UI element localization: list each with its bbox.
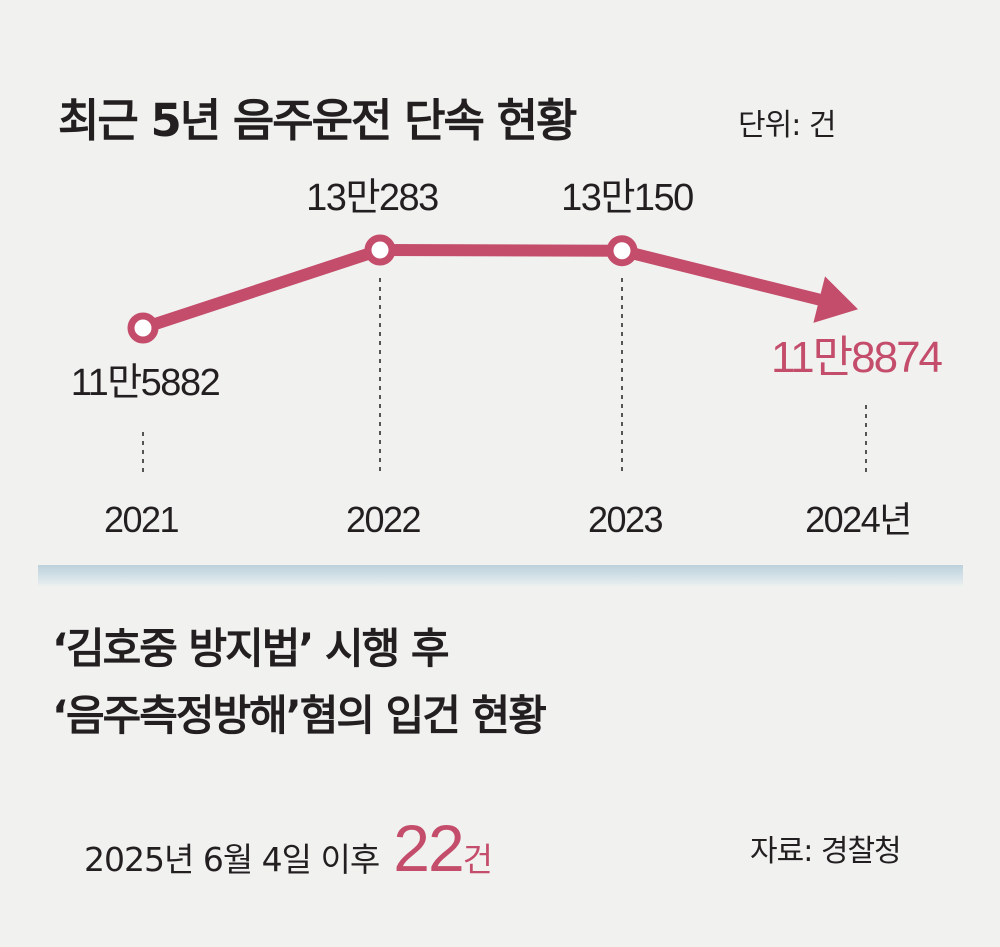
data-point-2021: [127, 312, 159, 344]
stat-row: 2025년 6월 4일 이후 22건: [84, 810, 493, 886]
x-tick-label-2: 2023: [588, 499, 663, 540]
data-label-2021: 11만5882: [71, 362, 220, 404]
source-note: 자료: 경찰청: [750, 834, 902, 869]
x-tick-label-0: 2021: [104, 499, 179, 540]
line-chart: 11만5882 13만283 13만150 11만8874 2021 2022 2023 20…: [71, 177, 945, 540]
section-divider: [38, 565, 963, 587]
arrow-head-marker: [813, 276, 858, 323]
data-label-2024년: 11만8874: [771, 333, 943, 382]
unit-label: 단위: 건: [738, 108, 836, 143]
data-point-2023: [606, 235, 638, 267]
stat-unit: 건: [462, 840, 494, 879]
section2-title-line2: ‘음주측정방해’혐의 입건 현황: [52, 691, 547, 740]
section2-title-line1: ‘김호중 방지법’ 시행 후: [52, 624, 450, 673]
x-tick-label-3: 2024년: [805, 499, 911, 540]
chart-title: 최근 5년 음주운전 단속 현황: [58, 94, 577, 147]
data-label-2022: 13만283: [306, 177, 438, 219]
stat-label: 2025년 6월 4일 이후: [84, 840, 380, 879]
data-label-2023: 13만150: [561, 177, 693, 219]
stat-value: 22: [393, 811, 464, 885]
series-line: [137, 244, 826, 334]
data-point-2022: [364, 234, 396, 266]
x-tick-label-1: 2022: [346, 499, 421, 540]
